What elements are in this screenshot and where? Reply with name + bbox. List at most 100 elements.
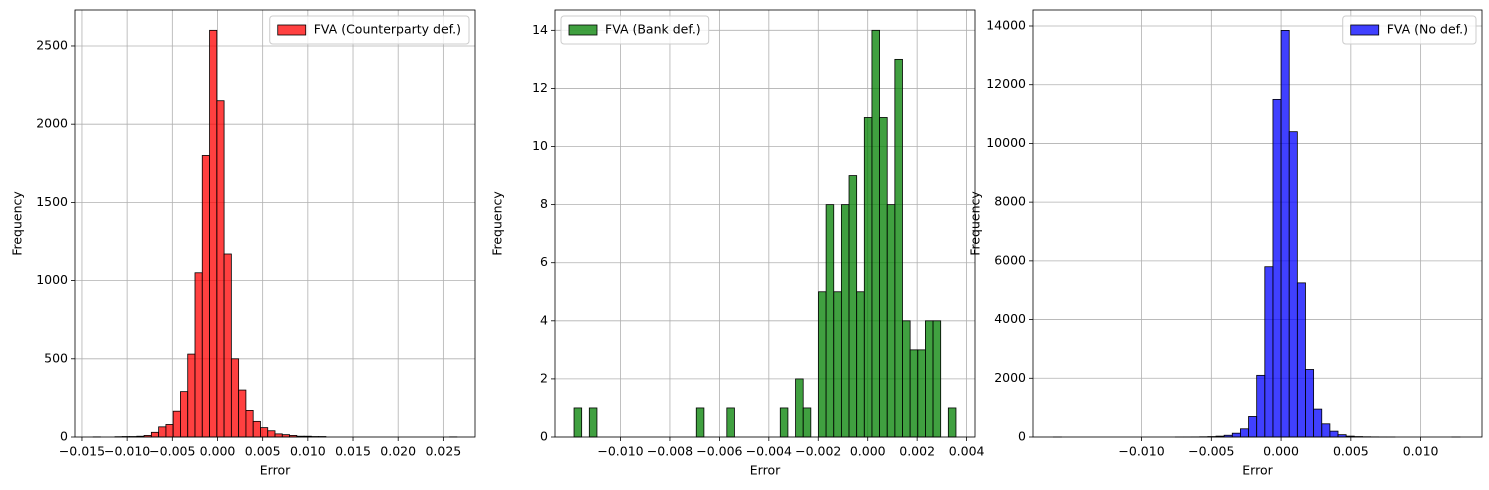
x-tick-label: 0.000 xyxy=(1263,444,1299,459)
bar xyxy=(917,349,926,438)
bar xyxy=(252,420,261,438)
bar xyxy=(1305,369,1315,438)
bar xyxy=(260,427,269,438)
bar xyxy=(1329,430,1339,438)
bar xyxy=(1321,423,1331,438)
y-tick-label: 10000 xyxy=(986,135,1026,150)
bar xyxy=(267,430,276,438)
x-tick-label: 0.005 xyxy=(245,444,281,459)
legend-frame xyxy=(560,15,710,45)
bar xyxy=(726,407,735,438)
y-tick-label: 12 xyxy=(532,80,548,95)
x-tick-label: 0.002 xyxy=(899,444,935,459)
bar xyxy=(1272,98,1282,438)
bar xyxy=(802,407,812,438)
y-tick-label: 2 xyxy=(540,370,548,385)
legend-swatch xyxy=(568,24,598,36)
plot-frame xyxy=(1032,9,1483,438)
bar xyxy=(779,407,789,438)
y-tick-label: 4000 xyxy=(994,311,1026,326)
x-tick-label: −0.005 xyxy=(149,444,195,459)
x-tick-label: −0.010 xyxy=(597,444,643,459)
bar xyxy=(274,433,283,438)
y-tick-label: 8000 xyxy=(994,194,1026,209)
bar xyxy=(1248,416,1258,438)
bar xyxy=(1256,374,1266,438)
x-tick-label: −0.004 xyxy=(746,444,792,459)
bar xyxy=(818,291,827,438)
bar xyxy=(588,407,598,438)
bar xyxy=(1313,408,1323,438)
bar xyxy=(172,410,181,438)
x-tick-label: −0.010 xyxy=(104,444,150,459)
y-tick-label: 0 xyxy=(1018,429,1026,444)
bar xyxy=(833,291,842,438)
y-axis-label: Frequency xyxy=(490,191,505,256)
bar xyxy=(871,29,880,438)
plot-frame xyxy=(554,9,976,438)
x-axis-label: Error xyxy=(750,463,781,478)
grid xyxy=(1033,10,1482,438)
bar xyxy=(150,431,160,438)
y-tick-label: 6000 xyxy=(994,252,1026,267)
y-tick-label: 4 xyxy=(540,312,548,327)
plot-frame xyxy=(74,9,476,438)
bar xyxy=(902,320,911,438)
subplot: −0.015−0.010−0.005 0.000 0.005 0.010 0.015 0.… xyxy=(10,9,476,478)
bar xyxy=(795,378,804,438)
legend: FVA (Counterparty def.) xyxy=(269,15,470,45)
bar xyxy=(879,117,888,438)
bar xyxy=(1240,428,1249,438)
bar xyxy=(909,349,919,438)
bar xyxy=(230,358,240,438)
bar xyxy=(187,353,196,438)
bars xyxy=(573,29,957,438)
bar xyxy=(201,155,210,438)
bar xyxy=(947,407,957,438)
legend-swatch xyxy=(1350,24,1380,36)
legend-swatch xyxy=(277,24,307,36)
legend-frame xyxy=(269,15,470,45)
x-tick-label: 0.000 xyxy=(200,444,236,459)
legend-label: FVA (No def.) xyxy=(1387,22,1468,37)
subplot: −0.010 −0.005 0.000 0.005 0.010 0 2000 4000 6000… xyxy=(968,9,1483,478)
y-tick-label: 1500 xyxy=(36,194,68,209)
y-tick-label: 2500 xyxy=(36,37,68,52)
bar xyxy=(1280,30,1290,438)
y-tick-label: 2000 xyxy=(36,116,68,131)
bar xyxy=(863,117,873,438)
y-tick-label: 6 xyxy=(540,254,548,269)
bar xyxy=(223,253,232,438)
x-tick-label: −0.002 xyxy=(795,444,841,459)
legend: FVA (Bank def.) xyxy=(560,15,710,45)
bars xyxy=(1052,30,1461,438)
x-tick-label: 0.010 xyxy=(1403,444,1439,459)
bar xyxy=(925,320,934,438)
grid xyxy=(75,10,475,438)
x-tick-label: 0.015 xyxy=(335,444,371,459)
bar xyxy=(840,204,850,438)
x-tick-label: −0.008 xyxy=(647,444,693,459)
x-tick-label: −0.010 xyxy=(1118,444,1164,459)
x-tick-label: −0.015 xyxy=(59,444,105,459)
bars xyxy=(92,29,458,438)
legend-label: FVA (Counterparty def.) xyxy=(314,22,461,37)
y-tick-label: 1000 xyxy=(36,272,68,287)
legend-frame xyxy=(1342,15,1477,45)
bar xyxy=(216,100,225,438)
y-tick-label: 12000 xyxy=(986,76,1026,91)
x-tick-label: 0.025 xyxy=(425,444,461,459)
bar xyxy=(238,389,247,438)
bar xyxy=(165,424,174,438)
x-tick-label: −0.006 xyxy=(696,444,742,459)
bar xyxy=(245,410,254,438)
bar xyxy=(1296,282,1306,438)
bar xyxy=(1231,432,1241,438)
bar xyxy=(158,426,167,438)
bar xyxy=(856,291,865,438)
legend: FVA (No def.) xyxy=(1342,15,1477,45)
y-axis-label: Frequency xyxy=(968,191,983,256)
bar xyxy=(194,272,203,438)
y-tick-label: 0 xyxy=(60,429,68,444)
